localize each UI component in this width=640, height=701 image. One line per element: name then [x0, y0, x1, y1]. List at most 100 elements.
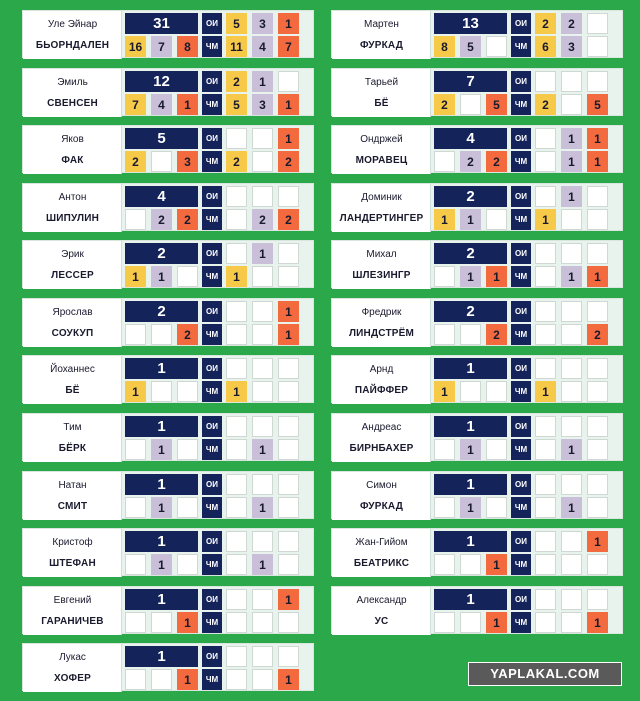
silver-medal-cell: 1 [151, 439, 172, 460]
bronze-medal-cell [278, 416, 299, 437]
gold-medal-cell: 6 [535, 36, 556, 57]
gold-medal-cell [434, 497, 455, 518]
bronze-medal-cell [587, 13, 608, 34]
athlete-last-name: СВЕНСЕН [47, 98, 98, 109]
gold-medal-cell [535, 186, 556, 207]
gold-medal-cell [125, 324, 146, 345]
sub-medal-row: 1 [434, 497, 507, 518]
athlete-card: Тарьей БЁ 7 2 5 ОИ ЧМ 2 5 [331, 68, 623, 117]
athlete-first-name: Антон [58, 192, 87, 203]
athlete-first-name: Эмиль [57, 77, 88, 88]
bronze-medal-cell [278, 358, 299, 379]
silver-medal-cell [561, 94, 582, 115]
bronze-medal-cell [587, 554, 608, 575]
gold-medal-cell [226, 646, 247, 667]
oi-medal-row: 1 [535, 186, 608, 207]
silver-medal-cell [561, 358, 582, 379]
silver-medal-cell: 1 [460, 497, 481, 518]
chm-medal-row: 1 [226, 381, 299, 402]
athlete-card: Симон ФУРКАД 1 1 ОИ ЧМ 1 [331, 471, 623, 520]
olympics-label: ОИ [202, 474, 222, 495]
total-medals: 1 [125, 358, 198, 379]
athlete-card: Яков ФАК 5 2 3 ОИ ЧМ 1 2 2 [22, 125, 314, 174]
olympics-label: ОИ [202, 301, 222, 322]
oi-medal-row: 1 [226, 128, 299, 149]
athlete-last-name: ПАЙФФЕР [354, 385, 409, 396]
athlete-name: Тарьей БЁ [332, 69, 431, 117]
silver-medal-cell [460, 324, 481, 345]
gold-medal-cell [226, 669, 247, 690]
bronze-medal-cell [278, 612, 299, 633]
sub-medal-row: 1 [434, 381, 507, 402]
oi-medal-row [226, 358, 299, 379]
chm-medal-row: 1 [535, 381, 608, 402]
chm-medal-row: 1 [535, 497, 608, 518]
bronze-medal-cell [486, 439, 507, 460]
silver-medal-cell [561, 209, 582, 230]
olympics-label: ОИ [511, 416, 531, 437]
silver-medal-cell [561, 324, 582, 345]
sub-medal-row: 1 [125, 554, 198, 575]
sub-medal-row: 2 [434, 324, 507, 345]
bronze-medal-cell [587, 381, 608, 402]
athlete-first-name: Йоханнес [50, 364, 95, 375]
world-championship-label: ЧМ [511, 209, 531, 230]
bronze-medal-cell: 1 [486, 612, 507, 633]
gold-medal-cell [535, 474, 556, 495]
athlete-first-name: Андреас [361, 422, 402, 433]
bronze-medal-cell [587, 301, 608, 322]
athlete-card: Натан СМИТ 1 1 ОИ ЧМ 1 [22, 471, 314, 520]
bronze-medal-cell: 1 [278, 324, 299, 345]
athlete-first-name: Кристоф [52, 537, 93, 548]
silver-medal-cell [561, 612, 582, 633]
gold-medal-cell [434, 266, 455, 287]
world-championship-label: ЧМ [511, 554, 531, 575]
silver-medal-cell: 3 [561, 36, 582, 57]
oi-medal-row: 1 [226, 301, 299, 322]
silver-medal-cell [460, 94, 481, 115]
athlete-card: Александр УС 1 1 ОИ ЧМ 1 [331, 586, 623, 635]
gold-medal-cell: 16 [125, 36, 146, 57]
silver-medal-cell [151, 612, 172, 633]
oi-medal-row [535, 301, 608, 322]
bronze-medal-cell [587, 243, 608, 264]
athlete-name: Уле Эйнар БЬОРНДАЛЕН [23, 11, 122, 59]
silver-medal-cell [561, 554, 582, 575]
athlete-card: Лукас ХОФЕР 1 1 ОИ ЧМ 1 [22, 643, 314, 692]
bronze-medal-cell: 1 [486, 266, 507, 287]
silver-medal-cell [460, 554, 481, 575]
bronze-medal-cell [278, 474, 299, 495]
athlete-name: Тим БЁРК [23, 414, 122, 462]
athlete-card: Жан-Гийом БЕАТРИКС 1 1 ОИ ЧМ 1 [331, 528, 623, 577]
total-medals: 1 [434, 474, 507, 495]
gold-medal-cell [226, 474, 247, 495]
athlete-card: Антон ШИПУЛИН 4 2 2 ОИ ЧМ 2 2 [22, 183, 314, 232]
gold-medal-cell [226, 416, 247, 437]
bronze-medal-cell [587, 71, 608, 92]
gold-medal-cell: 2 [535, 94, 556, 115]
silver-medal-cell: 2 [252, 209, 273, 230]
silver-medal-cell [151, 669, 172, 690]
world-championship-label: ЧМ [202, 554, 222, 575]
silver-medal-cell: 1 [561, 186, 582, 207]
gold-medal-cell [226, 128, 247, 149]
sub-medal-row: 16 7 8 [125, 36, 198, 57]
athlete-last-name: ФАК [61, 155, 84, 166]
oi-medal-row [535, 358, 608, 379]
athlete-last-name: УС [374, 616, 389, 627]
silver-medal-cell [561, 301, 582, 322]
bronze-medal-cell: 2 [486, 151, 507, 172]
gold-medal-cell: 1 [125, 381, 146, 402]
world-championship-label: ЧМ [511, 439, 531, 460]
oi-medal-row [535, 71, 608, 92]
olympics-label: ОИ [511, 243, 531, 264]
oi-medal-row: 1 [226, 243, 299, 264]
gold-medal-cell [535, 612, 556, 633]
chm-medal-row: 2 [535, 324, 608, 345]
athlete-first-name: Лукас [59, 652, 86, 663]
athlete-last-name: ЛЕССЕР [51, 270, 94, 281]
